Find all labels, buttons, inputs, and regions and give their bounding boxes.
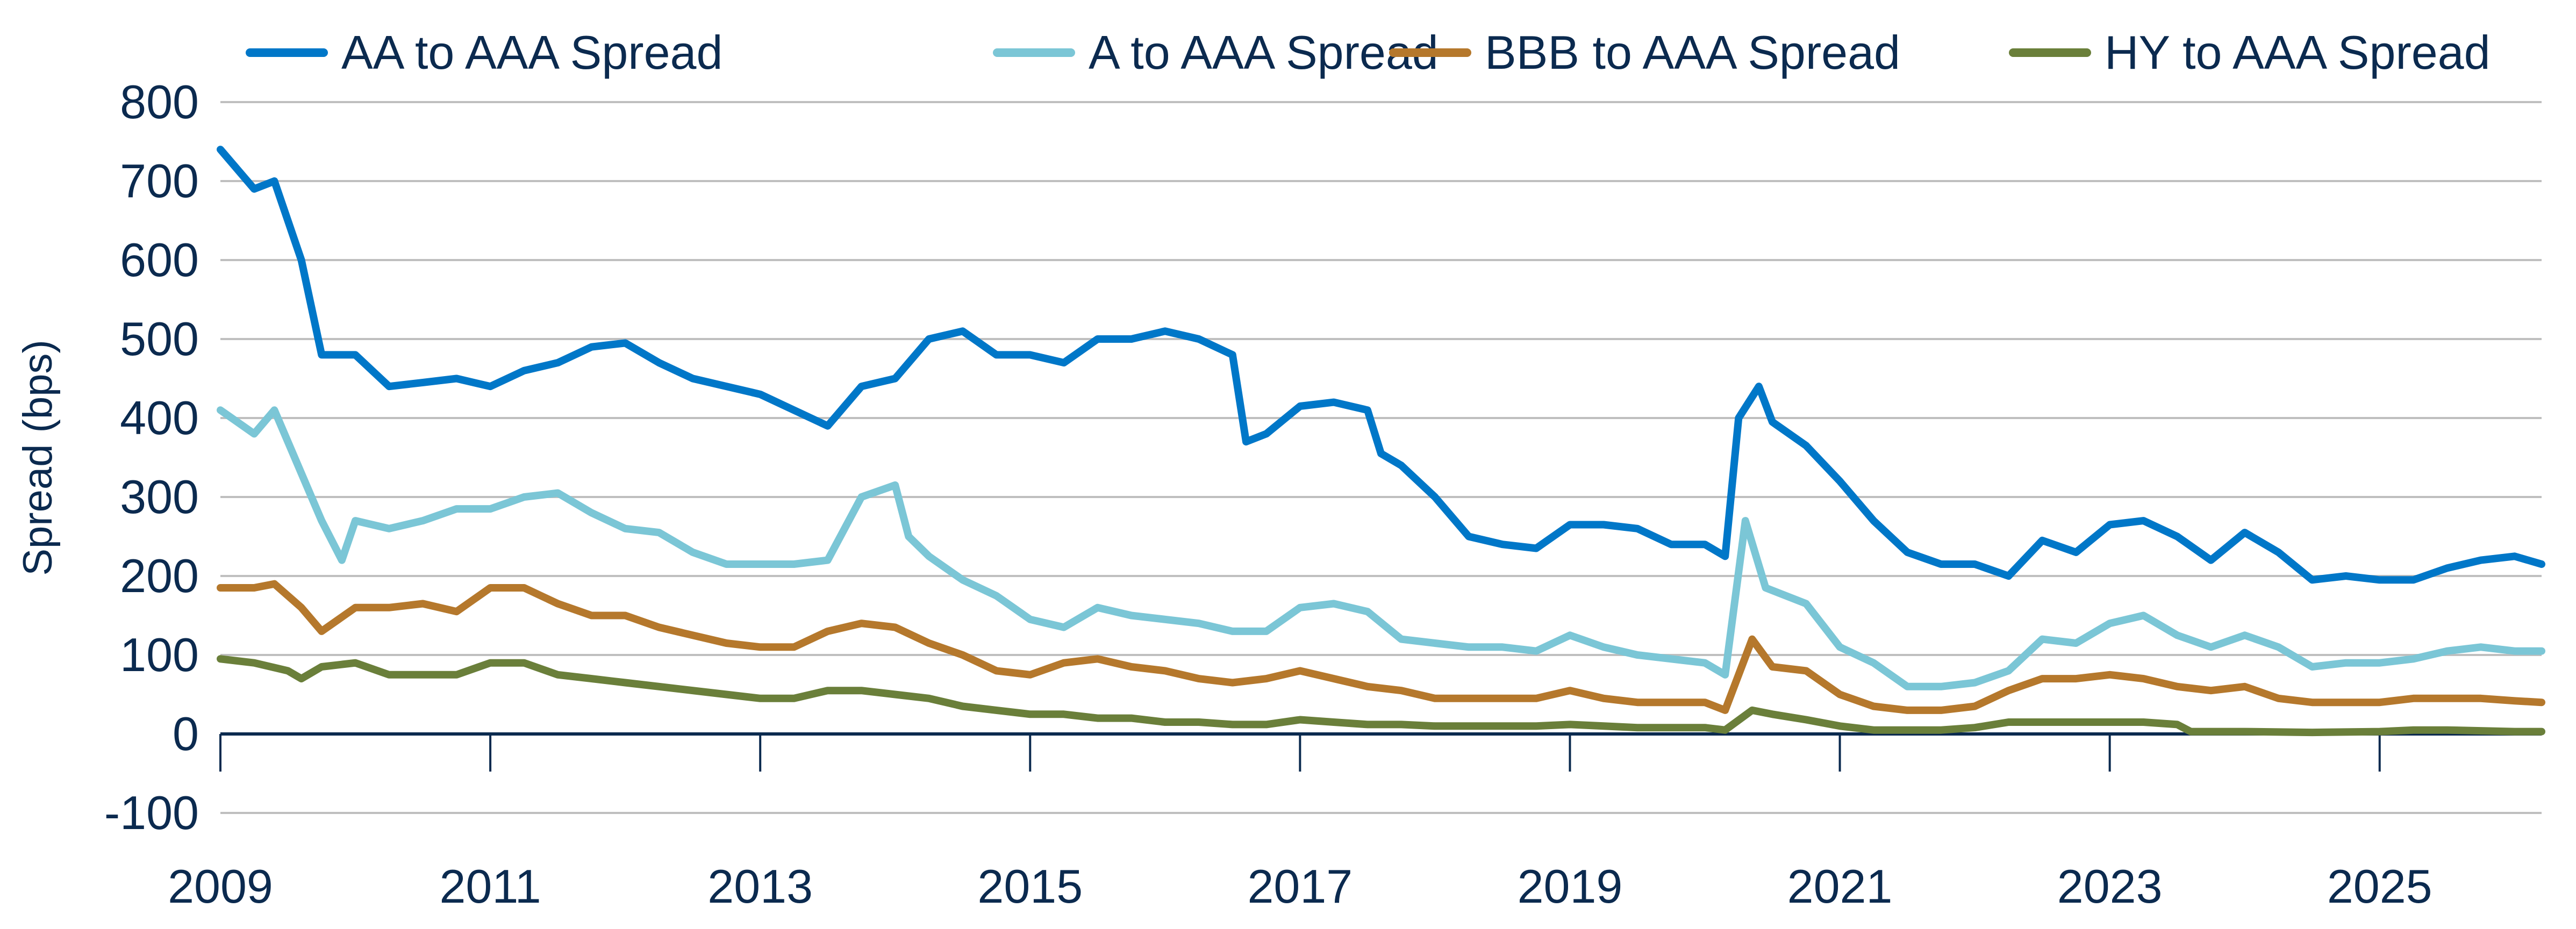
legend-label: BBB to AAA Spread	[1485, 26, 1900, 79]
x-tick-label: 2015	[977, 860, 1083, 913]
y-tick-label: 400	[120, 391, 199, 444]
legend-label: HY to AAA Spread	[2105, 26, 2491, 79]
x-tick-label: 2011	[439, 860, 541, 913]
legend-label: AA to AAA Spread	[341, 26, 722, 79]
y-tick-label: 200	[120, 549, 199, 602]
x-axis: 2009 2011 2013 2015 2017 2019 2021 2023 2025	[168, 732, 2542, 913]
y-tick-label: 800	[120, 75, 199, 128]
x-tick-label: 2025	[2327, 860, 2432, 913]
y-axis-tick-labels: -100 0 100 200 300 400 500 600 700 800	[104, 75, 199, 839]
x-tick-label: 2021	[1787, 860, 1893, 913]
y-tick-label: -100	[104, 786, 199, 839]
series-line-2	[217, 406, 2545, 690]
y-tick-label: 500	[120, 312, 199, 365]
y-axis-label: Spread (bps)	[15, 340, 61, 575]
y-tick-label: 600	[120, 233, 199, 286]
gridlines	[220, 101, 2542, 814]
x-tick-label: 2023	[2057, 860, 2163, 913]
y-tick-label: 300	[120, 470, 199, 523]
y-tick-label: 700	[120, 154, 199, 207]
x-tick-label: 2013	[707, 860, 813, 913]
y-tick-label: 100	[120, 628, 199, 681]
series-lines	[217, 146, 2545, 737]
legend: AA to AAA Spread A to AAA Spread BBB to AA…	[246, 26, 2491, 79]
x-tick-label: 2019	[1518, 860, 1623, 913]
series-line-3	[217, 580, 2545, 714]
x-tick-label: 2009	[168, 860, 273, 913]
series-line-1	[217, 146, 2545, 584]
series-line-4	[217, 655, 2545, 737]
x-tick-label: 2017	[1247, 860, 1353, 913]
y-tick-label: 0	[173, 707, 199, 760]
legend-label: A to AAA Spread	[1089, 26, 1439, 79]
